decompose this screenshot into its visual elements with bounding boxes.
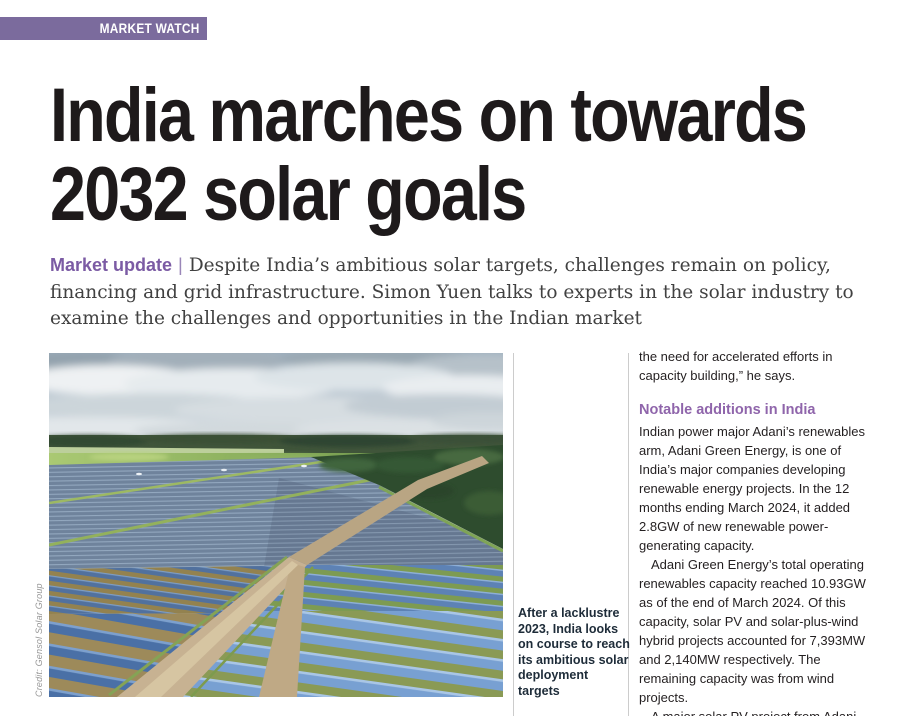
kicker-separator: | [178, 254, 183, 275]
column-divider-left [513, 353, 514, 716]
column-divider-right [628, 353, 629, 716]
market-watch-tag: MARKET WATCH [0, 17, 207, 40]
headline-line-2: 2032 solar goals [50, 152, 527, 237]
market-watch-tag-label: MARKET WATCH [100, 21, 200, 36]
paragraph-continuation: the need for accelerated efforts in capa… [639, 349, 833, 383]
article-headline: India marches on towards 2032 solar goal… [50, 76, 866, 234]
solar-farm-photo-art [49, 353, 503, 697]
section-heading: Notable additions in India [639, 402, 816, 418]
paragraph: Adani Green Energy’s total operating ren… [639, 557, 866, 705]
article-column: the need for accelerated efforts in capa… [639, 347, 867, 716]
paragraph: Indian power major Adani’s renewables ar… [639, 424, 865, 553]
paragraph: A major solar PV project from Adani Gree… [639, 707, 867, 716]
headline-line-1: India marches on towards [50, 73, 808, 158]
standfirst: Market update | Despite India’s ambitious … [50, 252, 862, 333]
standfirst-text: Despite India’s ambitious solar targets,… [50, 255, 854, 329]
photo-caption: After a lacklustre 2023, India looks on … [518, 606, 630, 698]
photo-credit: Credit: Gensol Solar Group [34, 583, 44, 697]
solar-farm-photo [49, 353, 503, 697]
kicker-label: Market update [50, 255, 173, 275]
